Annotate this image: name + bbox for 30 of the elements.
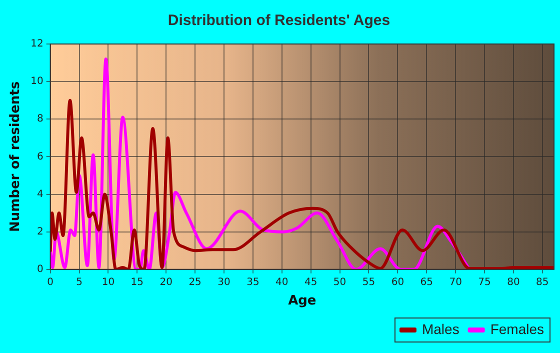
y-tick-label: 2	[36, 226, 44, 238]
y-axis-title: Number of residents	[8, 81, 24, 232]
x-tick-label: 10	[102, 276, 115, 288]
legend-label: Females	[490, 320, 544, 337]
y-tick-label: 10	[30, 76, 44, 88]
x-tick-label: 75	[478, 276, 491, 288]
x-tick-label: 0	[47, 276, 54, 288]
x-tick-label: 45	[304, 276, 318, 288]
x-tick-label: 40	[276, 276, 288, 288]
x-tick-label: 35	[246, 276, 260, 288]
x-tick-label: 50	[333, 276, 346, 288]
y-tick-label: 12	[30, 38, 44, 50]
x-tick-label: 30	[218, 276, 230, 288]
x-tick-label: 55	[362, 276, 376, 288]
chart-title: Distribution of Residents' Ages	[168, 12, 390, 30]
x-tick-label: 20	[160, 276, 172, 288]
x-axis-title: Age	[288, 294, 316, 309]
x-tick-label: 5	[76, 276, 82, 288]
legend-label: Males	[422, 320, 460, 337]
x-tick-label: 65	[420, 276, 433, 288]
y-tick-label: 8	[36, 114, 44, 125]
y-tick-label: 4	[36, 188, 44, 200]
x-tick-label: 80	[507, 276, 520, 288]
x-tick-label: 70	[449, 276, 462, 288]
x-tick-label: 15	[130, 276, 144, 288]
y-tick-label: 6	[36, 151, 44, 162]
x-tick-label: 60	[391, 276, 404, 288]
x-tick-label: 85	[536, 276, 549, 288]
y-tick-label: 0	[36, 264, 44, 275]
x-tick-label: 25	[188, 276, 202, 288]
